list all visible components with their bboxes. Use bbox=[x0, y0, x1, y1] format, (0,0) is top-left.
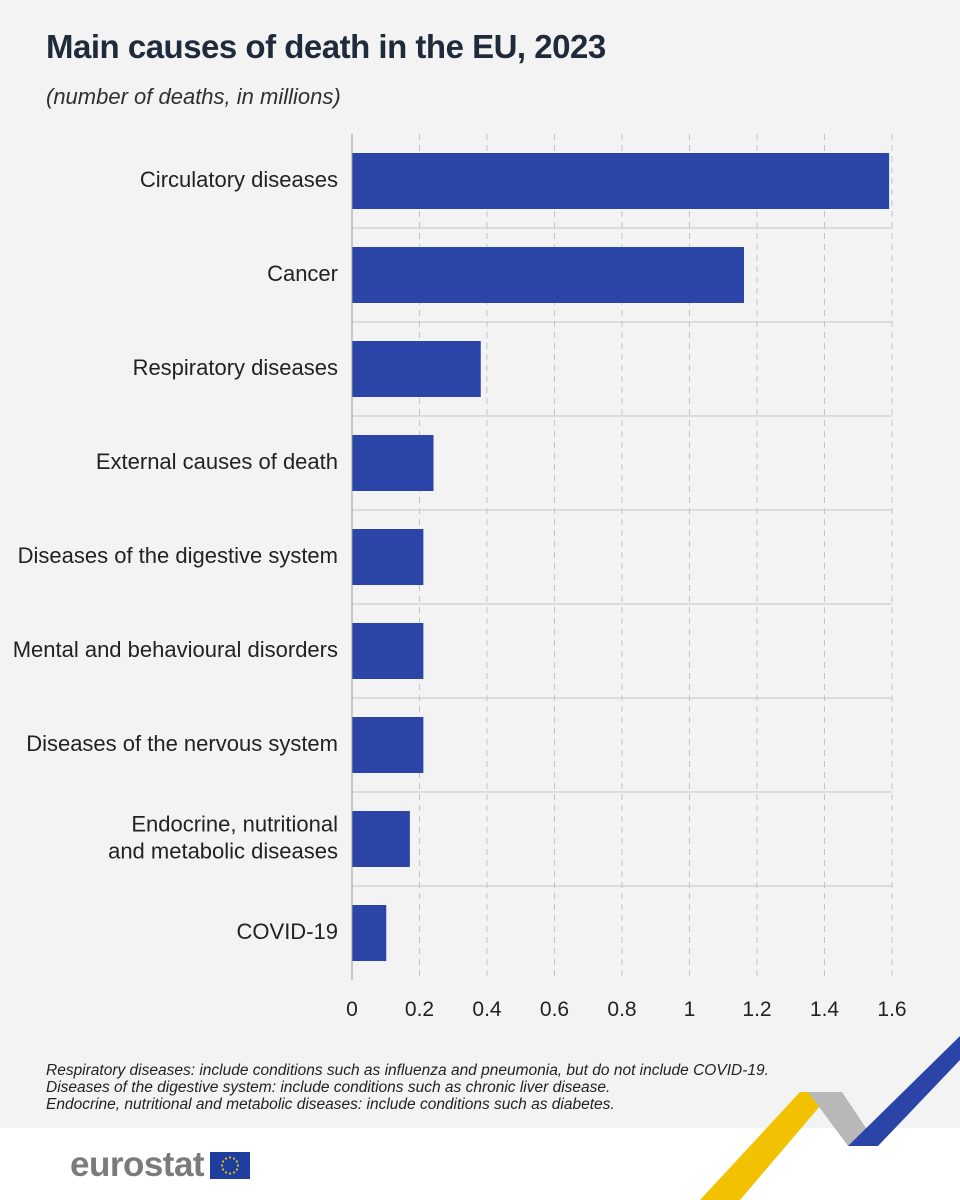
category-label: COVID-19 bbox=[237, 919, 338, 944]
footnotes: Respiratory diseases: include conditions… bbox=[46, 1062, 769, 1113]
flag-star bbox=[232, 1156, 236, 1160]
flag-star bbox=[235, 1167, 239, 1171]
category-label: Circulatory diseases bbox=[140, 167, 338, 192]
category-label: Diseases of the digestive system bbox=[18, 543, 338, 568]
bar bbox=[352, 623, 424, 679]
flag-star bbox=[222, 1167, 225, 1171]
eurostat-logo[interactable]: eurostat bbox=[70, 1145, 251, 1184]
bar bbox=[352, 247, 744, 303]
chart-subtitle: (number of deaths, in millions) bbox=[46, 84, 341, 109]
bar bbox=[352, 905, 387, 961]
x-tick-label: 0.2 bbox=[405, 998, 434, 1021]
logo-text: eurostat bbox=[70, 1145, 205, 1184]
flag-star bbox=[236, 1163, 240, 1167]
bar bbox=[352, 529, 424, 585]
bar-chart: Circulatory diseases Cancer Respiratory di… bbox=[13, 134, 907, 1021]
flag-star bbox=[222, 1159, 225, 1163]
bar bbox=[352, 341, 481, 397]
bar bbox=[352, 811, 410, 867]
category-label: External causes of death bbox=[96, 449, 338, 474]
flag-star bbox=[228, 1171, 232, 1175]
bar bbox=[352, 435, 434, 491]
category-label: Diseases of the nervous system bbox=[26, 731, 338, 756]
blue-ribbon bbox=[848, 1036, 960, 1146]
x-tick-label: 0.4 bbox=[472, 998, 502, 1021]
eu-flag-icon bbox=[210, 1151, 251, 1179]
grey-ribbon bbox=[808, 1092, 878, 1146]
x-tick-label: 1 bbox=[684, 998, 696, 1021]
flag-star bbox=[224, 1156, 228, 1160]
x-tick-label: 0.8 bbox=[607, 998, 636, 1021]
footnote-digestive: Diseases of the digestive system: includ… bbox=[46, 1079, 611, 1096]
category-label: and metabolic diseases bbox=[108, 838, 338, 863]
footer-band bbox=[0, 1128, 960, 1200]
flag-star bbox=[235, 1159, 239, 1163]
x-tick-label: 0.6 bbox=[540, 998, 569, 1021]
x-tick-label: 1.2 bbox=[742, 998, 771, 1021]
category-label: Endocrine, nutritional bbox=[131, 811, 338, 836]
flag-star bbox=[224, 1170, 228, 1174]
category-label: Respiratory diseases bbox=[133, 355, 338, 380]
flag-star bbox=[220, 1163, 224, 1167]
flag-star bbox=[232, 1170, 236, 1174]
bar bbox=[352, 153, 890, 209]
category-label: Cancer bbox=[267, 261, 338, 286]
x-tick-label: 1.4 bbox=[810, 998, 840, 1021]
x-tick-label: 1.6 bbox=[877, 998, 906, 1021]
footnote-respiratory: Respiratory diseases: include conditions… bbox=[46, 1062, 769, 1079]
x-tick-label: 0 bbox=[346, 998, 358, 1021]
flag-star bbox=[228, 1155, 232, 1159]
chart-title: Main causes of death in the EU, 2023 bbox=[46, 28, 606, 65]
yellow-ribbon bbox=[700, 1092, 832, 1200]
footnote-endocrine: Endocrine, nutritional and metabolic dis… bbox=[46, 1096, 615, 1113]
bar bbox=[352, 717, 424, 773]
category-label: Mental and behavioural disorders bbox=[13, 637, 338, 662]
